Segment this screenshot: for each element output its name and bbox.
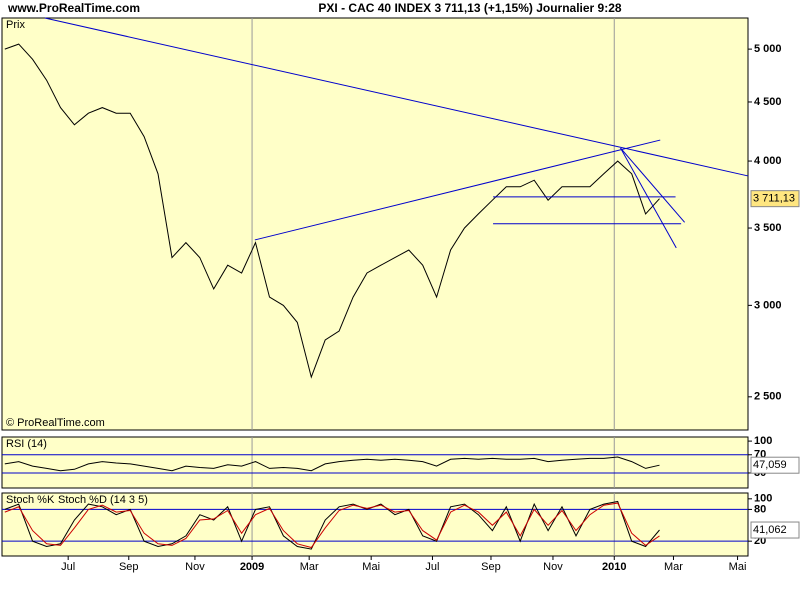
panel-title: RSI (14) (6, 438, 47, 450)
price-line (4, 456, 660, 472)
current-value-label: 41,062 (753, 524, 787, 536)
y-tick-label: 5 000 (754, 43, 782, 55)
y-tick-label: 3 000 (754, 299, 782, 311)
y-tick-label: 80 (754, 503, 766, 515)
panel (1, 436, 749, 489)
panel-label: Prix (6, 19, 25, 31)
x-tick-label: Sep (119, 561, 139, 573)
series-line (4, 502, 660, 549)
x-tick-label: Jul (425, 561, 439, 573)
chart-title: PXI - CAC 40 INDEX 3 711,13 (+1,15%) Jou… (318, 1, 621, 15)
x-tick-label: Mai (729, 561, 747, 573)
trendline (44, 17, 749, 177)
y-tick-label: 4 500 (754, 96, 782, 108)
y-tick-label: 3 500 (754, 222, 782, 234)
trendline (620, 147, 685, 223)
legend-entry: Stoch %D (14 3 5) (58, 494, 148, 506)
current-value-box (750, 521, 800, 539)
x-tick-label: Jul (61, 561, 75, 573)
x-tick-label: Nov (185, 561, 205, 573)
current-value-box (750, 190, 800, 208)
x-tick-label: Sep (481, 561, 501, 573)
legend-entry: Stoch %K (6, 494, 55, 506)
series-line (4, 500, 660, 550)
trendline (254, 139, 661, 241)
x-tick-label: 2010 (602, 561, 626, 573)
y-tick-label: 2 500 (754, 391, 782, 403)
current-value-label: 3 711,13 (753, 193, 795, 205)
current-value-label: 47,059 (753, 459, 787, 471)
x-tick-label: Mai (362, 561, 380, 573)
price-line (4, 43, 660, 379)
trendline (620, 147, 677, 249)
y-tick-label: 100 (754, 493, 772, 505)
site-url: www.ProRealTime.com (7, 1, 140, 15)
x-tick-label: Mar (664, 561, 683, 573)
y-tick-label: 4 000 (754, 155, 782, 167)
current-value-box (750, 456, 800, 474)
watermark: © ProRealTime.com (6, 417, 105, 429)
x-tick-label: Mar (300, 561, 319, 573)
panel (1, 492, 749, 557)
y-tick-label: 100 (754, 435, 772, 447)
x-tick-label: Nov (543, 561, 563, 573)
x-tick-label: 2009 (240, 561, 264, 573)
